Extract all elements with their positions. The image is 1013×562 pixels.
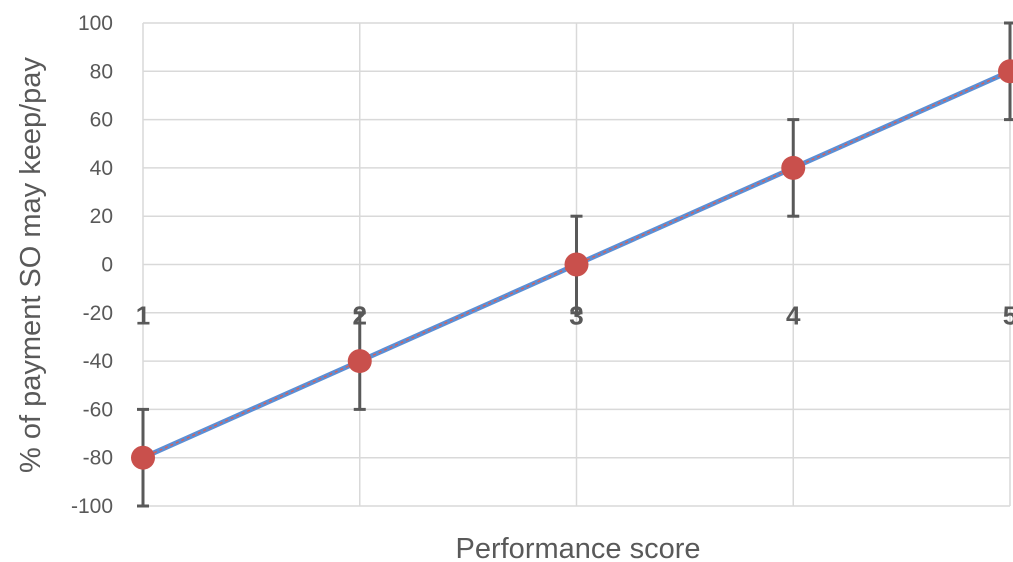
y-tick-label: -100 <box>71 495 113 518</box>
data-point <box>998 59 1013 84</box>
y-tick-label: 20 <box>90 205 113 228</box>
x-tick-label: 3 <box>569 301 583 331</box>
data-point <box>564 252 589 277</box>
y-tick-label: 80 <box>90 60 113 83</box>
x-tick-label: 5 <box>1003 301 1013 331</box>
data-point <box>781 155 806 180</box>
y-tick-label: -20 <box>83 302 113 325</box>
y-tick-label: 60 <box>90 109 113 132</box>
x-tick-labels: 1 2 3 4 5 <box>136 301 1013 331</box>
x-tick-label: 2 <box>353 301 367 331</box>
y-tick-labels: 100 80 60 40 20 0 -20 -40 -60 -80 -100 <box>71 12 113 518</box>
y-tick-label: -80 <box>83 447 113 470</box>
data-point <box>131 445 155 470</box>
y-tick-label: 100 <box>78 12 113 35</box>
x-tick-label: 1 <box>136 301 150 331</box>
data-markers <box>131 59 1013 470</box>
y-axis-title: % of payment SO may keep/pay <box>15 57 47 473</box>
y-tick-label: -60 <box>83 398 113 421</box>
x-tick-label: 4 <box>786 301 801 331</box>
x-axis-title: Performance score <box>456 533 701 562</box>
y-tick-label: -40 <box>83 350 113 373</box>
data-point <box>347 349 372 374</box>
y-tick-label: 0 <box>101 254 113 277</box>
y-tick-label: 40 <box>90 157 113 180</box>
horizontal-gridlines <box>143 22 1010 507</box>
